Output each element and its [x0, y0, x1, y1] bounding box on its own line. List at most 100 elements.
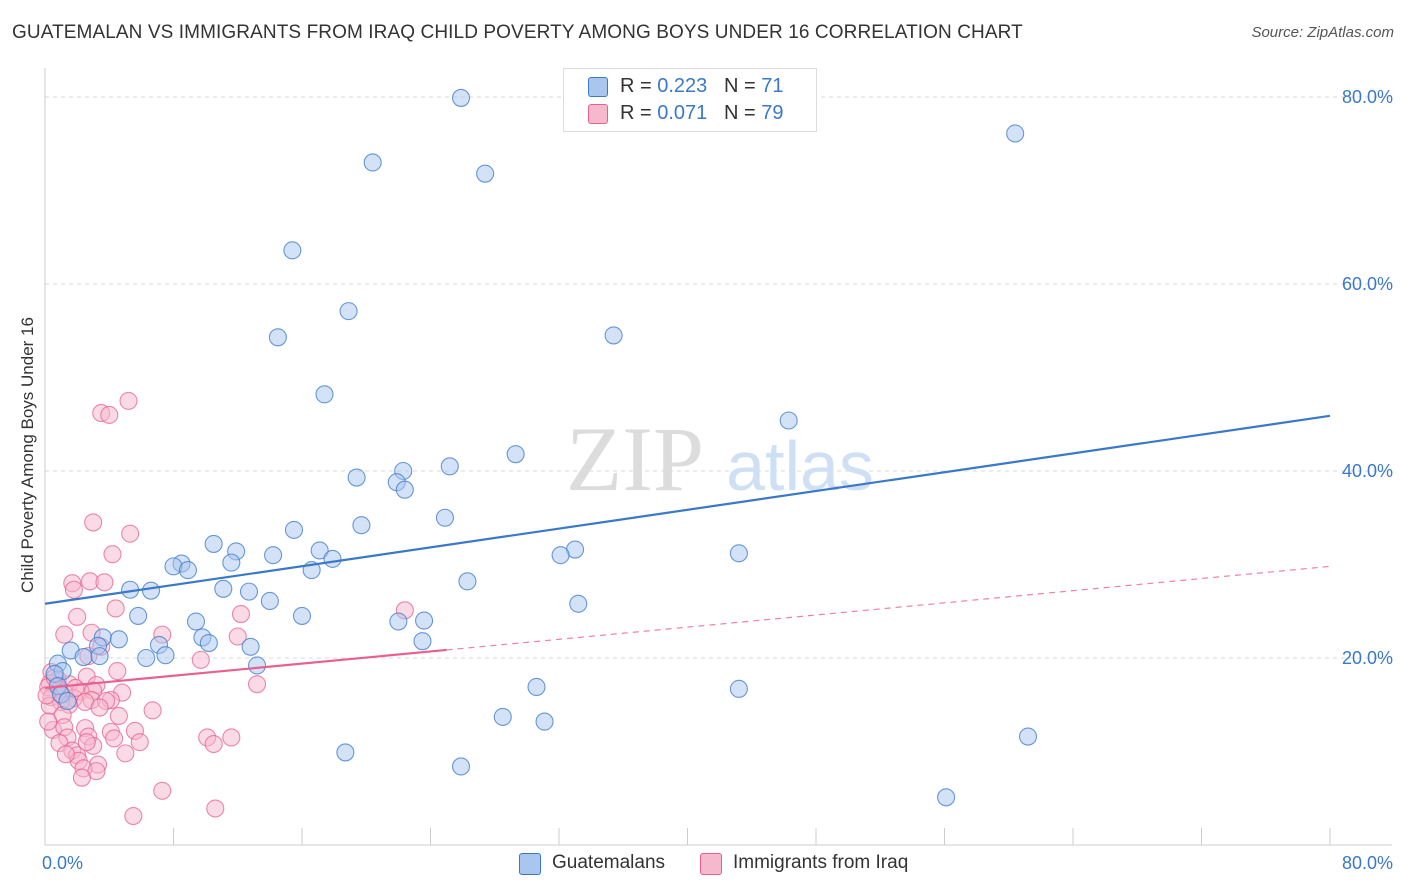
watermark-zip: ZIP	[566, 408, 704, 510]
point-iraq	[77, 733, 96, 752]
point-guatemalans	[413, 632, 432, 651]
point-iraq	[191, 650, 210, 669]
point-iraq	[124, 806, 143, 826]
point-iraq	[100, 405, 119, 424]
point-iraq	[206, 799, 225, 818]
n-label: N =	[723, 75, 762, 97]
point-guatemalans	[476, 164, 495, 183]
trendline-iraq	[44, 648, 447, 690]
point-iraq	[228, 627, 247, 646]
point-guatemalans	[292, 606, 312, 625]
point-guatemalans	[440, 457, 459, 476]
r-value: 0.223	[657, 75, 708, 97]
legend-swatch-blue	[519, 853, 541, 875]
point-iraq	[68, 607, 87, 626]
point-iraq	[105, 729, 124, 748]
point-guatemalans	[247, 656, 267, 675]
point-iraq	[56, 745, 75, 764]
point-iraq	[72, 768, 91, 787]
point-iraq	[106, 599, 125, 618]
point-guatemalans	[264, 546, 283, 565]
point-guatemalans	[1006, 124, 1025, 143]
point-guatemalans	[156, 646, 175, 665]
point-guatemalans	[729, 544, 748, 563]
point-guatemalans	[937, 788, 956, 807]
point-guatemalans	[178, 561, 198, 580]
r-label: R =	[620, 102, 658, 124]
y-tick-label: 40.0%	[1342, 461, 1393, 481]
point-guatemalans	[506, 445, 525, 464]
point-iraq	[119, 391, 138, 410]
point-iraq	[153, 781, 172, 800]
point-iraq	[95, 573, 114, 592]
source-label: Source: ZipAtlas.com	[1251, 24, 1394, 41]
point-guatemalans	[451, 88, 471, 107]
point-guatemalans	[1018, 727, 1038, 746]
n-value: 79	[761, 102, 784, 124]
y-tick-label: 20.0%	[1342, 648, 1393, 668]
legend-swatch-blue	[588, 77, 608, 97]
point-iraq	[143, 701, 162, 720]
point-guatemalans	[310, 541, 329, 560]
point-guatemalans	[284, 520, 304, 539]
point-guatemalans	[415, 611, 434, 630]
watermark: ZIP atlas	[566, 408, 874, 510]
point-guatemalans	[239, 582, 259, 601]
x-tick-label: 80.0%	[1342, 853, 1393, 873]
legend-stats-text: R = 0.223 N = 71	[620, 75, 783, 98]
r-label: R =	[620, 75, 658, 97]
point-guatemalans	[551, 546, 570, 565]
point-guatemalans	[435, 508, 455, 527]
axis-layer	[44, 68, 1392, 846]
point-iraq	[39, 712, 58, 731]
legend-label: Immigrants from Iraq	[733, 852, 909, 873]
trend-layer	[44, 414, 1331, 690]
point-guatemalans	[395, 480, 414, 499]
watermark-atlas: atlas	[726, 427, 874, 505]
point-guatemalans	[204, 534, 223, 553]
legend-stats-text: R = 0.071 N = 79	[620, 102, 783, 125]
point-guatemalans	[729, 679, 748, 698]
point-iraq	[64, 580, 83, 599]
trendline-iraq-dashed	[446, 565, 1331, 651]
legend-series: Guatemalans Immigrants from Iraq	[0, 851, 1406, 877]
point-iraq	[84, 513, 103, 532]
x-tick-label: 0.0%	[42, 853, 83, 873]
point-guatemalans	[58, 691, 77, 711]
point-guatemalans	[493, 707, 512, 726]
point-guatemalans	[129, 606, 148, 625]
point-guatemalans	[141, 581, 161, 600]
point-guatemalans	[339, 302, 358, 321]
point-guatemalans	[283, 241, 302, 260]
point-guatemalans	[222, 553, 241, 572]
point-guatemalans	[363, 153, 382, 172]
point-iraq	[204, 734, 223, 754]
point-iraq	[231, 605, 251, 624]
legend-swatch-pink	[588, 104, 608, 124]
legend-label: Guatemalans	[552, 852, 666, 873]
n-value: 71	[761, 75, 784, 97]
point-guatemalans	[137, 648, 156, 668]
point-iraq	[121, 524, 140, 543]
tick-labels: 20.0% 40.0% 60.0% 80.0% 0.0% 80.0%	[42, 87, 1393, 873]
point-iraq	[109, 706, 128, 726]
y-tick-label: 80.0%	[1342, 87, 1393, 107]
n-label: N =	[723, 102, 762, 124]
point-guatemalans	[336, 743, 355, 762]
point-guatemalans	[109, 630, 128, 649]
point-iraq	[108, 662, 127, 681]
point-guatemalans	[241, 637, 260, 656]
point-guatemalans	[347, 468, 366, 487]
legend-stats: R = 0.223 N = 71 R = 0.071 N = 79	[563, 68, 817, 132]
point-guatemalans	[779, 411, 798, 430]
point-iraq	[116, 744, 135, 763]
point-iraq	[103, 545, 122, 564]
y-tick-label: 60.0%	[1342, 274, 1393, 294]
point-iraq	[222, 728, 241, 747]
point-guatemalans	[458, 572, 477, 591]
point-guatemalans	[260, 591, 279, 611]
y-axis-label: Child Poverty Among Boys Under 16	[18, 317, 37, 593]
point-iraq	[90, 698, 109, 717]
point-guatemalans	[199, 633, 218, 653]
point-guatemalans	[323, 549, 342, 568]
